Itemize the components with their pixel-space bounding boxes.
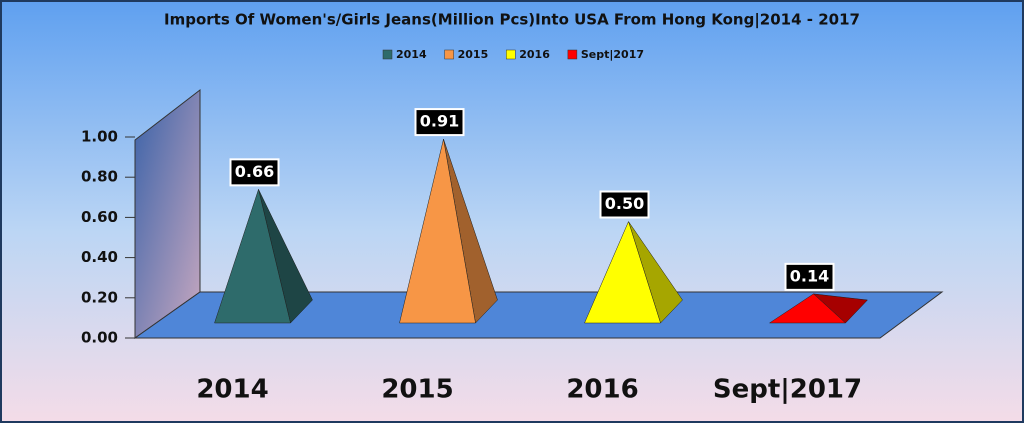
pyramid — [768, 293, 869, 324]
pyramid — [584, 220, 683, 324]
value-label: 0.50 — [605, 194, 644, 213]
pyramid-front — [214, 188, 291, 324]
pyramid-shade — [628, 221, 683, 323]
legend-swatch — [567, 49, 578, 60]
value-label-box — [784, 262, 835, 291]
pyramid-shade — [813, 293, 868, 323]
x-tick-label: 2014 — [196, 375, 268, 405]
value-label-box — [599, 190, 650, 219]
legend-label: 2015 — [458, 48, 489, 61]
value-label: 0.14 — [790, 266, 829, 285]
legend-label: 2016 — [519, 48, 550, 61]
pyramid — [214, 188, 313, 324]
x-tick-label: 2016 — [566, 375, 638, 405]
value-label: 0.91 — [420, 112, 459, 131]
pyramid-shade — [258, 189, 313, 323]
value-label-box — [229, 158, 280, 187]
pyramid-front — [584, 220, 661, 324]
value-label: 0.66 — [235, 162, 274, 181]
pyramid — [399, 139, 498, 324]
legend-swatch — [506, 49, 516, 60]
y-tick-label: 0.00 — [81, 329, 118, 347]
legend-label: Sept|2017 — [581, 48, 644, 61]
legend-swatch — [444, 49, 454, 60]
chart-title: Imports Of Women's/Girls Jeans(Million P… — [164, 11, 860, 30]
x-tick-label: Sept|2017 — [713, 375, 862, 405]
value-label-box — [414, 108, 465, 137]
y-tick-label: 0.40 — [81, 248, 118, 266]
legend-swatch — [382, 49, 393, 60]
legend-label: 2014 — [396, 48, 427, 61]
y-tick-label: 0.80 — [81, 168, 118, 186]
pyramid-front — [399, 139, 476, 324]
y-tick-label: 1.00 — [81, 128, 118, 146]
x-tick-label: 2015 — [381, 375, 453, 405]
pyramid-shade — [443, 139, 498, 323]
pyramid-front — [768, 293, 847, 324]
floor — [133, 291, 944, 339]
y-tick-label: 0.20 — [81, 288, 118, 306]
y-tick-label: 0.60 — [81, 208, 118, 226]
